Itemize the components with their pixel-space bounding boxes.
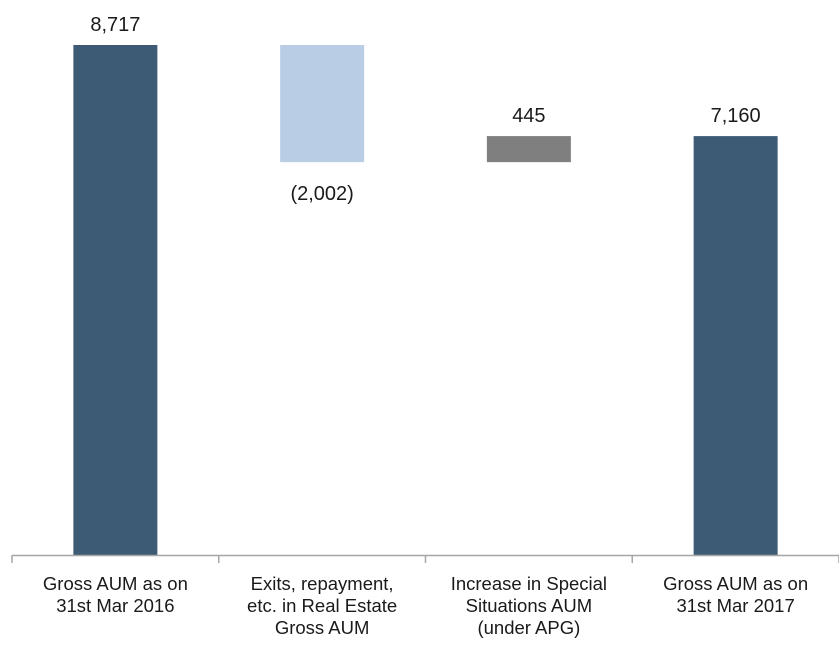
category-label-2-line-3: Gross AUM — [275, 617, 370, 638]
bar-1 — [73, 45, 158, 555]
bar-2 — [280, 45, 365, 163]
category-label-4: Gross AUM as on 31st Mar 2017 — [663, 573, 808, 616]
bar-3 — [486, 136, 571, 163]
bars-group — [73, 45, 778, 555]
category-label-3-line-1: Increase in Special — [451, 573, 607, 594]
category-label-3: Increase in Special Situations AUM (under … — [451, 573, 607, 638]
category-label-1-line-1: Gross AUM as on — [43, 573, 188, 594]
data-label-2: (2,002) — [290, 183, 353, 205]
category-label-1-line-2: 31st Mar 2016 — [56, 595, 174, 616]
data-label-3: 445 — [512, 105, 545, 127]
category-label-2-line-2: etc. in Real Estate — [247, 595, 397, 616]
x-axis — [11, 554, 839, 563]
category-label-3-line-2: Situations AUM — [466, 595, 592, 616]
category-label-2: Exits, repayment, etc. in Real Estate Gros… — [247, 573, 397, 638]
category-label-2-line-1: Exits, repayment, — [251, 573, 394, 594]
data-labels-group: 8,717 (2,002) 445 7,160 — [90, 14, 760, 205]
category-label-4-line-2: 31st Mar 2017 — [676, 595, 794, 616]
category-label-4-line-1: Gross AUM as on — [663, 573, 808, 594]
category-label-1: Gross AUM as on 31st Mar 2016 — [43, 573, 188, 616]
category-label-3-line-3: (under APG) — [477, 617, 580, 638]
data-label-4: 7,160 — [711, 105, 761, 127]
bar-4 — [693, 136, 778, 555]
data-label-1: 8,717 — [90, 14, 140, 36]
